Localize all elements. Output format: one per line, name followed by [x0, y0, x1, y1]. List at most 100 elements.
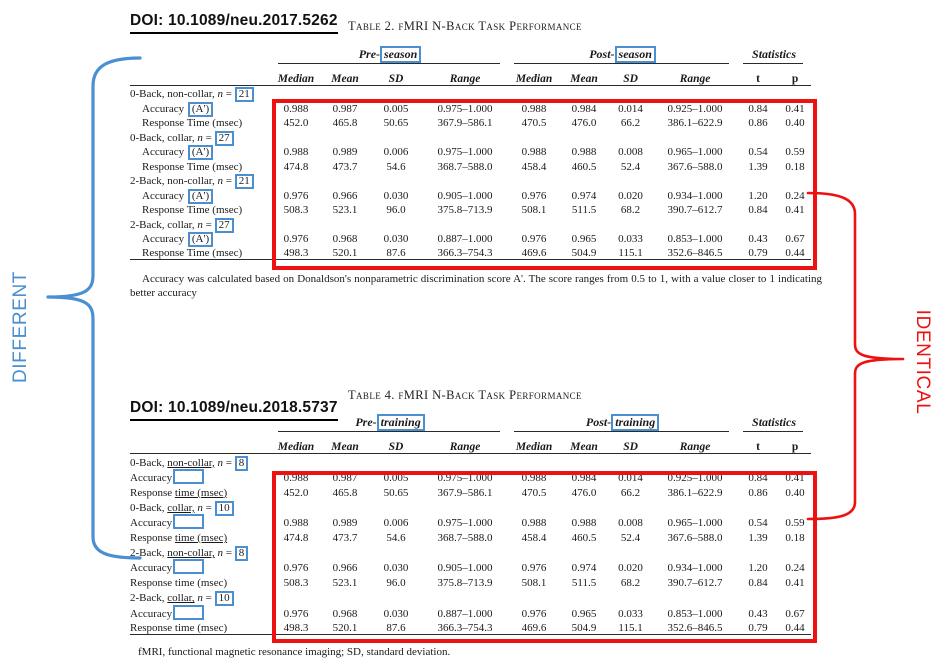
value-cell: 458.4	[521, 160, 547, 173]
data-row: Accuracy 0.976 0.966 0.030 0.905–1.000 0.976 0…	[130, 559, 811, 575]
value-cell: 50.65	[383, 486, 409, 499]
column-header: SD	[608, 64, 654, 86]
value-cell: 368.7–588.0	[437, 532, 493, 545]
value-cell: 0.40	[785, 486, 805, 499]
value-cell: 352.6–846.5	[653, 245, 738, 260]
value-cell: 0.030	[383, 189, 409, 202]
column-header: t	[737, 64, 780, 86]
value-cell: 511.5	[571, 204, 597, 216]
group-label-row: 0-Back, collar, n = 27	[130, 129, 811, 146]
value-cell: 452.0	[283, 486, 309, 499]
value-cell: 0.887–1.000	[437, 607, 493, 620]
column-header: Median	[272, 64, 320, 86]
value-cell: 0.976	[283, 562, 309, 575]
row-label: Response time (msec)	[130, 532, 228, 545]
value-cell: 66.2	[620, 117, 641, 129]
value-cell: 0.988	[283, 102, 309, 115]
different-brace	[46, 56, 142, 560]
value-cell: 0.84	[748, 102, 768, 115]
value-cell: 0.79	[737, 245, 780, 260]
highlight-box-n: 27	[214, 217, 234, 233]
value-cell: 473.7	[332, 160, 358, 173]
data-row: Response time (msec) 452.0 465.8 50.65 367.9…	[130, 484, 811, 499]
group-header-text: Pre-	[358, 46, 381, 61]
value-cell: 0.988	[571, 146, 597, 158]
value-cell: 0.44	[779, 619, 812, 636]
footnote-paper1: Accuracy was calculated based on Donalds…	[130, 273, 822, 299]
group-label-row: 2-Back, non-collar, n = 21	[130, 173, 811, 189]
value-cell: 367.9–586.1	[437, 117, 493, 129]
column-header: Mean	[560, 64, 609, 86]
column-header: Range	[422, 432, 509, 454]
group-label-row: 2-Back, collar, n = 27	[130, 216, 811, 233]
value-cell: 0.974	[571, 562, 597, 575]
value-cell: 50.65	[383, 117, 409, 129]
underlined-text: time (msec)	[174, 486, 228, 499]
value-cell: 390.7–612.7	[667, 577, 723, 590]
value-cell: 0.905–1.000	[437, 562, 493, 575]
row-label: Accuracy	[130, 559, 272, 575]
value-cell: 115.1	[608, 619, 654, 636]
data-row: Accuracy (A') 0.976 0.966 0.030 0.905–1.000 0…	[130, 187, 811, 204]
value-cell: 390.7–612.7	[667, 204, 723, 216]
value-cell: 0.54	[748, 146, 768, 158]
highlight-box	[173, 513, 205, 529]
value-cell: 470.5	[521, 486, 547, 499]
value-cell: 68.2	[620, 204, 641, 216]
value-cell: 0.24	[785, 562, 805, 575]
data-row: Accuracy 0.976 0.968 0.030 0.887–1.000 0.976 0…	[130, 604, 811, 620]
value-cell: 54.6	[386, 160, 406, 173]
group-label-row: 2-Back, non-collar, n = 8	[130, 544, 811, 562]
value-cell: 0.79	[737, 619, 780, 636]
pre-group-header: Pre-season	[272, 44, 508, 64]
value-cell: 0.975–1.000	[437, 102, 493, 115]
underlined-text: non-collar,	[167, 456, 215, 469]
highlight-box-post: season	[614, 45, 656, 63]
row-label: Response Time (msec)	[130, 245, 272, 260]
data-row: Response time (msec) 508.3 523.1 96.0 375.8–…	[130, 574, 811, 589]
value-cell: 0.976	[521, 233, 547, 245]
value-cell: 87.6	[370, 245, 422, 260]
column-header: Mean	[320, 432, 370, 454]
statistics-group-header: Statistics	[737, 412, 811, 432]
data-row: Response Time (msec) 498.3 520.1 87.6 366.3–…	[130, 245, 812, 260]
value-cell: 367.6–588.0	[667, 160, 723, 173]
group-label: 2-Back, collar, n = 27	[130, 216, 811, 233]
group-header-text: Post-	[589, 46, 615, 61]
doi-heading-paper1: DOI: 10.1089/neu.2017.5262	[130, 12, 338, 34]
value-cell: 0.965–1.000	[667, 516, 723, 529]
value-cell: 0.020	[618, 189, 643, 202]
post-group-header: Post-training	[508, 412, 737, 432]
value-cell: 460.5	[571, 160, 597, 173]
highlight-box-pre: season	[380, 45, 422, 63]
group-header-text: Post-	[585, 414, 612, 429]
value-cell: 0.43	[748, 607, 768, 620]
value-cell: 476.0	[571, 486, 597, 499]
statistics-group-header: Statistics	[737, 44, 811, 64]
column-header: SD	[370, 432, 422, 454]
group-label: 0-Back, collar, n = 27	[130, 129, 811, 146]
row-label-column-header	[130, 64, 272, 86]
post-group-header: Post-season	[508, 44, 737, 64]
value-cell: 366.3–754.3	[422, 245, 509, 260]
value-cell: 0.987	[332, 102, 358, 115]
underlined-text: non-collar,	[167, 547, 215, 560]
value-cell: 368.7–588.0	[437, 160, 493, 173]
value-cell: 1.39	[748, 532, 768, 545]
identical-data-box-1	[272, 99, 817, 270]
group-label: 2-Back, non-collar, n = 21	[130, 173, 811, 189]
underlined-text: time (msec)	[174, 532, 228, 545]
data-row: Accuracy (A') 0.988 0.989 0.006 0.975–1.000 0…	[130, 144, 811, 160]
value-cell: 469.6	[508, 245, 561, 260]
value-cell: 0.006	[383, 516, 409, 529]
highlight-box-n: 8	[234, 455, 249, 471]
value-cell: 1.39	[748, 160, 768, 173]
value-cell: 0.86	[748, 117, 768, 129]
value-cell: 0.968	[332, 233, 358, 245]
value-cell: 96.0	[386, 577, 406, 590]
column-header: Range	[422, 64, 509, 86]
group-label: 0-Back, non-collar, n = 8	[130, 454, 811, 471]
value-cell: 460.5	[571, 532, 597, 545]
column-header: SD	[608, 432, 654, 454]
